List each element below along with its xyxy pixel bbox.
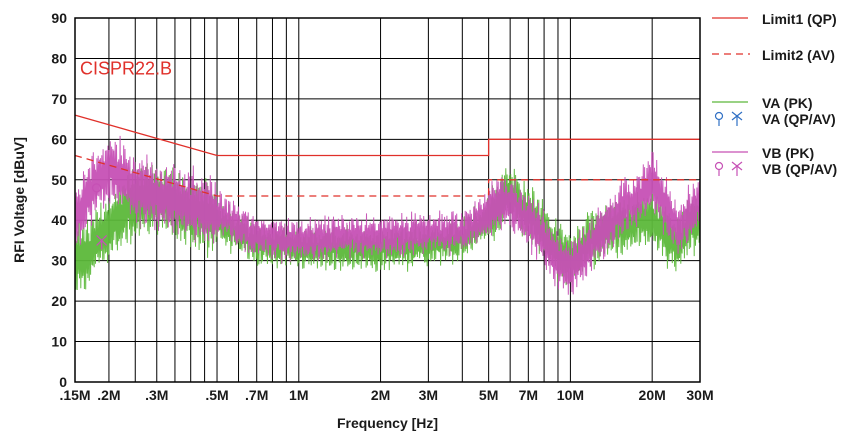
x-tick-label: .5M <box>205 387 228 403</box>
plot-frame <box>74 17 701 383</box>
annotation-label: CISPR22.B <box>80 59 172 79</box>
y-tick-label: 50 <box>51 172 67 188</box>
legend-label-vb-pk: VB (PK) <box>762 145 814 161</box>
marker-pin <box>91 183 102 199</box>
x-tick-label: 5M <box>479 387 498 403</box>
y-axis-title: RFI Voltage [dBuV] <box>11 137 27 263</box>
measurement-markers <box>91 183 108 250</box>
y-tick-label: 0 <box>59 374 67 390</box>
x-tick-labels: .15M .2M .3M .5M .7M 1M 2M 3M 5M 7M 10M 20M 30M <box>59 387 713 403</box>
marker-cross <box>96 234 108 250</box>
legend-pin-head <box>714 161 724 171</box>
x-tick-label: .3M <box>145 387 168 403</box>
x-tick-label: .15M <box>59 387 90 403</box>
series-vb-pk <box>74 135 701 295</box>
legend-swatch-va-qp-av <box>714 111 743 126</box>
x-tick-label: 20M <box>639 387 666 403</box>
x-axis-title: Frequency [Hz] <box>337 415 438 431</box>
y-tick-label: 40 <box>51 212 67 228</box>
legend-label-va-pk: VA (PK) <box>762 95 813 111</box>
x-tick-label: .7M <box>245 387 268 403</box>
legend-label-vb-qp-av: VB (QP/AV) <box>762 161 837 177</box>
legend-label-limit1-qp: Limit1 (QP) <box>762 11 837 27</box>
legend-pin-head <box>714 111 724 121</box>
x-tick-label: 30M <box>686 387 713 403</box>
y-tick-labels: 0 10 20 30 40 50 60 70 80 90 <box>51 10 67 390</box>
x-tick-label: 10M <box>557 387 584 403</box>
series-lines <box>74 114 701 295</box>
legend-swatch-vb-qp-av <box>714 161 743 176</box>
y-tick-label: 70 <box>51 91 67 107</box>
x-tick-label: .2M <box>97 387 120 403</box>
legend: Limit1 (QP) Limit2 (AV) VA (PK)VA (QP/AV) V… <box>712 11 837 177</box>
y-tick-label: 80 <box>51 50 67 66</box>
legend-label-limit2-av: Limit2 (AV) <box>762 47 835 63</box>
series-limit1-qp <box>74 114 700 157</box>
x-tick-label: 1M <box>289 387 308 403</box>
y-tick-label: 10 <box>51 334 67 350</box>
y-tick-label: 20 <box>51 293 67 309</box>
x-tick-label: 3M <box>419 387 438 403</box>
legend-label-va-qp-av: VA (QP/AV) <box>762 111 836 127</box>
y-tick-label: 60 <box>51 131 67 147</box>
series-limit2-av <box>74 154 700 197</box>
x-tick-label: 2M <box>371 387 390 403</box>
y-tick-label: 30 <box>51 253 67 269</box>
y-tick-label: 90 <box>51 10 67 26</box>
x-tick-label: 7M <box>519 387 538 403</box>
